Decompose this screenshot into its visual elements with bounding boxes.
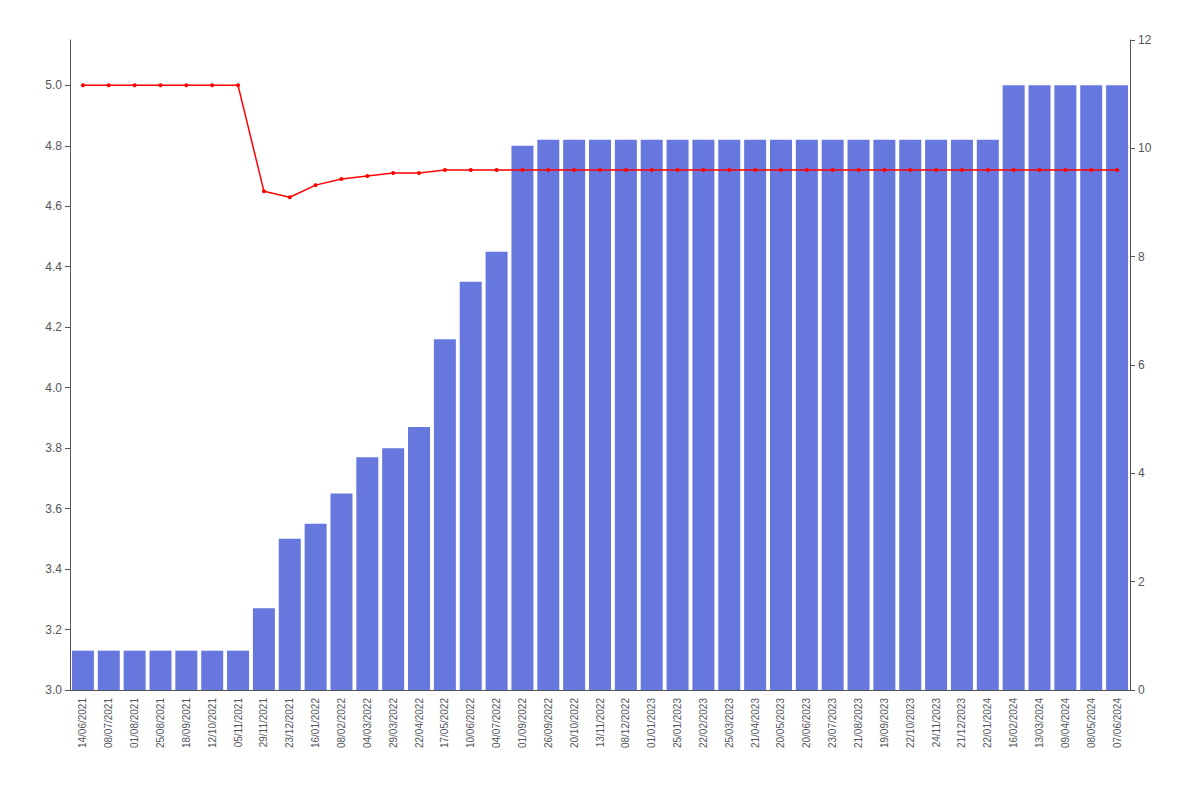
svg-text:10: 10	[1138, 141, 1152, 155]
svg-text:22/01/2024: 22/01/2024	[982, 698, 993, 748]
svg-text:19/09/2023: 19/09/2023	[879, 698, 890, 748]
svg-text:08/12/2022: 08/12/2022	[620, 698, 631, 748]
svg-text:10/06/2022: 10/06/2022	[465, 698, 476, 748]
svg-text:22/04/2022: 22/04/2022	[414, 698, 425, 748]
svg-text:12: 12	[1138, 33, 1152, 47]
svg-text:3.2: 3.2	[45, 623, 62, 637]
svg-text:3.4: 3.4	[45, 562, 62, 576]
svg-text:23/07/2023: 23/07/2023	[827, 698, 838, 748]
svg-text:08/07/2021: 08/07/2021	[103, 698, 114, 748]
svg-text:12/10/2021: 12/10/2021	[207, 698, 218, 748]
svg-text:25/08/2021: 25/08/2021	[155, 698, 166, 748]
svg-text:3.8: 3.8	[45, 441, 62, 455]
svg-text:4.4: 4.4	[45, 260, 62, 274]
svg-text:07/06/2024: 07/06/2024	[1112, 698, 1123, 748]
svg-text:4.0: 4.0	[45, 381, 62, 395]
svg-text:17/05/2022: 17/05/2022	[439, 698, 450, 748]
svg-text:6: 6	[1138, 358, 1145, 372]
svg-text:2: 2	[1138, 575, 1145, 589]
svg-text:22/10/2023: 22/10/2023	[905, 698, 916, 748]
svg-text:4.8: 4.8	[45, 139, 62, 153]
svg-text:25/01/2023: 25/01/2023	[672, 698, 683, 748]
svg-text:4: 4	[1138, 466, 1145, 480]
svg-text:20/10/2022: 20/10/2022	[569, 698, 580, 748]
svg-text:3.0: 3.0	[45, 683, 62, 697]
svg-text:4.2: 4.2	[45, 320, 62, 334]
svg-text:05/11/2021: 05/11/2021	[233, 698, 244, 748]
svg-text:04/07/2022: 04/07/2022	[491, 698, 502, 748]
svg-text:18/09/2021: 18/09/2021	[181, 698, 192, 748]
svg-text:09/04/2024: 09/04/2024	[1060, 698, 1071, 748]
svg-text:04/03/2022: 04/03/2022	[362, 698, 373, 748]
svg-text:29/03/2022: 29/03/2022	[388, 698, 399, 748]
svg-text:23/12/2021: 23/12/2021	[284, 698, 295, 748]
svg-text:26/09/2022: 26/09/2022	[543, 698, 554, 748]
svg-text:13/03/2024: 13/03/2024	[1034, 698, 1045, 748]
svg-text:01/09/2022: 01/09/2022	[517, 698, 528, 748]
svg-text:08/02/2022: 08/02/2022	[336, 698, 347, 748]
svg-text:5.0: 5.0	[45, 78, 62, 92]
svg-text:20/06/2023: 20/06/2023	[801, 698, 812, 748]
svg-text:13/11/2022: 13/11/2022	[595, 698, 606, 748]
svg-text:21/04/2023: 21/04/2023	[750, 698, 761, 748]
svg-text:08/05/2024: 08/05/2024	[1086, 698, 1097, 748]
svg-text:14/06/2021: 14/06/2021	[77, 698, 88, 748]
svg-text:22/02/2023: 22/02/2023	[698, 698, 709, 748]
svg-text:01/01/2023: 01/01/2023	[646, 698, 657, 748]
svg-text:16/02/2024: 16/02/2024	[1008, 698, 1019, 748]
svg-text:25/03/2023: 25/03/2023	[724, 698, 735, 748]
svg-text:0: 0	[1138, 683, 1145, 697]
svg-text:3.6: 3.6	[45, 502, 62, 516]
svg-text:21/08/2023: 21/08/2023	[853, 698, 864, 748]
svg-text:29/11/2021: 29/11/2021	[258, 698, 269, 748]
svg-text:24/11/2023: 24/11/2023	[931, 698, 942, 748]
svg-text:21/12/2023: 21/12/2023	[956, 698, 967, 748]
svg-text:16/01/2022: 16/01/2022	[310, 698, 321, 748]
svg-text:8: 8	[1138, 250, 1145, 264]
svg-text:01/08/2021: 01/08/2021	[129, 698, 140, 748]
svg-text:20/05/2023: 20/05/2023	[775, 698, 786, 748]
svg-text:4.6: 4.6	[45, 199, 62, 213]
